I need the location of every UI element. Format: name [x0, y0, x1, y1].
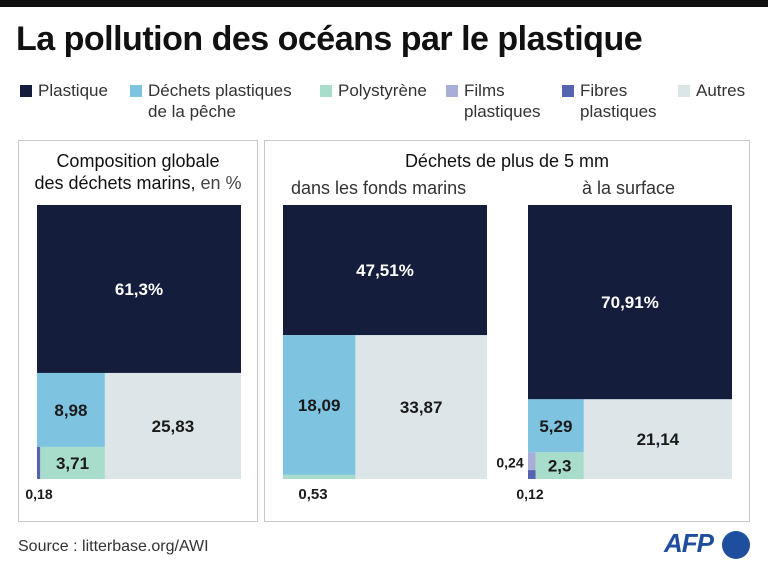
chart2-cell-polystyrene	[535, 452, 584, 479]
chart0-label-fibres: 0,18	[25, 486, 52, 502]
chart1-label-plastique: 47,51%	[356, 261, 414, 280]
chart0-label-autres: 25,83	[152, 417, 195, 436]
chart1-cell-polystyrene	[283, 474, 356, 479]
chart1-cell-peche	[283, 335, 356, 475]
legend-swatch	[320, 85, 332, 97]
chart2-label-polystyrene: 2,3	[548, 457, 572, 476]
chart2-cell-peche	[528, 399, 584, 453]
legend-label: Films plastiques	[464, 81, 541, 121]
chart2-label-films: 0,24	[496, 455, 523, 471]
panel-large-title: Déchets de plus de 5 mm	[404, 151, 610, 171]
afp-logo-dot	[722, 531, 750, 559]
chart0-cell-fibres	[37, 446, 41, 479]
chart2-cell-autres	[583, 399, 732, 479]
chart2-cell-films	[528, 452, 536, 471]
legend-label: Fibres plastiques	[580, 81, 657, 121]
chart1-label-autres: 33,87	[400, 398, 443, 417]
afp-logo-text: AFP	[664, 528, 714, 558]
panel-global-title-line2: des déchets marins, en %	[18, 172, 258, 194]
panel-global-unit: en %	[195, 173, 242, 193]
legend-item-peche: Déchets plastiques de la pêche	[130, 80, 292, 122]
chart0-cell-polystyrene	[40, 446, 105, 479]
chart1-label-peche: 18,09	[298, 396, 341, 415]
legend-item-plastique: Plastique	[20, 80, 108, 101]
chart0-label-plastique: 61,3%	[115, 280, 163, 299]
legend-label: Polystyrène	[338, 81, 427, 100]
legend-label: Déchets plastiques de la pêche	[148, 81, 292, 121]
chart0-cell-peche	[37, 372, 105, 447]
chart2-label-autres: 21,14	[637, 430, 680, 449]
chart2-cell-fibres	[528, 470, 536, 479]
chart1-cell-autres	[355, 335, 487, 479]
panel-global-title: Composition globale des déchets marins, …	[18, 150, 258, 194]
chart2-label-peche: 5,29	[539, 417, 572, 436]
legend-item-autres: Autres	[678, 80, 745, 101]
chart1-cell-plastique	[283, 205, 487, 336]
chart0-cell-plastique	[37, 205, 241, 373]
legend-label: Plastique	[38, 81, 108, 100]
panel-global-title-text: des déchets marins,	[34, 173, 196, 193]
chart2-label-fibres: 0,12	[516, 486, 543, 502]
chart2-label-plastique: 70,91%	[601, 293, 659, 312]
legend-swatch	[678, 85, 690, 97]
legend-item-polystyrene: Polystyrène	[320, 80, 427, 101]
legend-swatch	[562, 85, 574, 97]
chart1-label-polystyrene: 0,53	[298, 486, 327, 503]
panel-global-title-line1: Composition globale	[56, 151, 220, 171]
chart-title: La pollution des océans par le plastique	[16, 20, 643, 58]
chart2-cell-plastique	[528, 205, 732, 400]
subtitle-seabed: dans les fonds marins	[291, 178, 467, 198]
source-note: Source : litterbase.org/AWI	[18, 538, 209, 555]
legend-swatch	[446, 85, 458, 97]
legend-swatch	[130, 85, 142, 97]
legend-item-films: Films plastiques	[446, 80, 541, 122]
panel-global	[18, 140, 258, 522]
legend-item-fibres: Fibres plastiques	[562, 80, 657, 122]
chart0-label-polystyrene: 3,71	[56, 454, 89, 473]
legend-label: Autres	[696, 81, 746, 100]
subtitle-surface: à la surface	[582, 178, 676, 198]
panel-large-waste	[264, 140, 750, 522]
top-bar	[0, 0, 768, 7]
legend-swatch	[20, 85, 32, 97]
chart0-label-peche: 8,98	[54, 401, 87, 420]
chart0-cell-autres	[104, 372, 241, 479]
